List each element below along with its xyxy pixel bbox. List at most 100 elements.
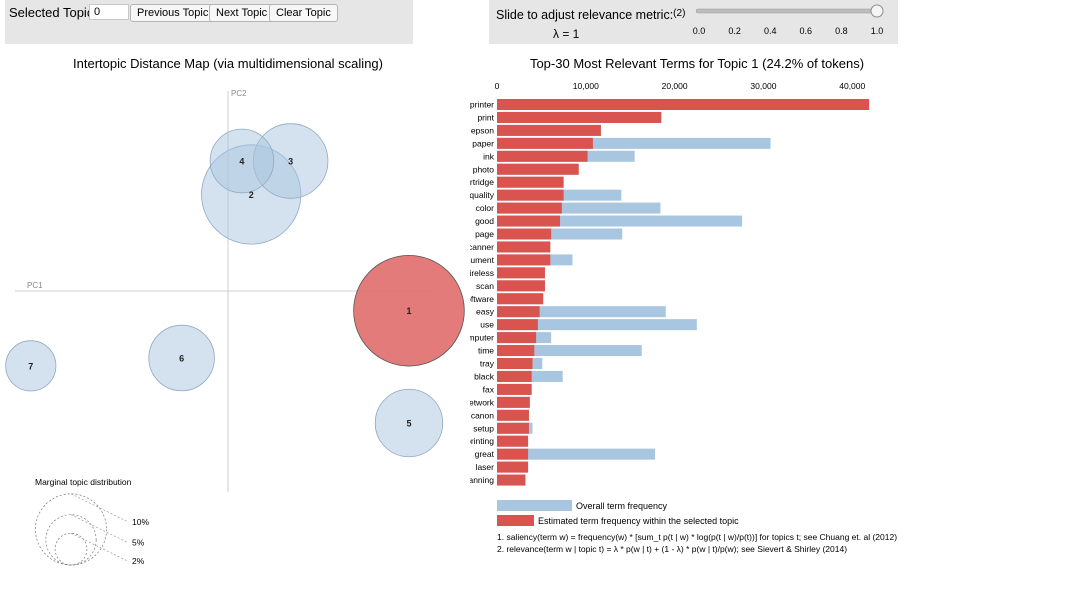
topic-label-5[interactable]: 5 [406,418,411,428]
bar-estimated-setup[interactable] [497,422,529,434]
bar-estimated-good[interactable] [497,215,561,227]
topic-circle-6[interactable] [148,324,215,392]
slider-tick-label: 0.2 [728,26,741,36]
term-label-quality[interactable]: quality [470,190,495,200]
term-label-easy[interactable]: easy [476,307,495,317]
term-label-photo[interactable]: photo [473,164,495,174]
term-label-printer[interactable]: printer [470,100,494,110]
term-label-tray[interactable]: tray [480,359,495,369]
topic-label-1[interactable]: 1 [406,306,411,316]
marginal-legend-leader [70,532,129,562]
topic-label-3[interactable]: 3 [288,156,293,166]
bar-estimated-black[interactable] [497,370,532,382]
bar-overall-good[interactable] [497,215,743,227]
term-label-cartridge[interactable]: cartridge [470,177,494,187]
bar-estimated-scanning[interactable] [497,474,526,486]
slider-tick-label: 0.8 [835,26,848,36]
bar-estimated-photo[interactable] [497,163,579,175]
bar-estimated-tray[interactable] [497,358,533,369]
bar-estimated-great[interactable] [497,448,529,460]
topic-circle-7[interactable] [5,340,57,392]
topic-label-7[interactable]: 7 [28,361,33,371]
bar-estimated-document[interactable] [497,254,551,266]
term-label-scan[interactable]: scan [476,281,494,291]
term-label-print[interactable]: print [477,112,494,122]
bar-estimated-use[interactable] [497,319,538,331]
term-label-epson[interactable]: epson [471,125,494,135]
legend-label-estimated: Estimated term frequency within the sele… [538,516,739,526]
marginal-legend-title: Marginal topic distribution [35,477,132,487]
bar-estimated-canon[interactable] [497,409,529,421]
relevance-slider-panel: Slide to adjust relevance metric:(2) λ =… [489,0,898,44]
topic-circle-4[interactable] [209,128,275,194]
term-label-time[interactable]: time [478,346,494,356]
next-topic-button[interactable]: Next Topic [209,4,275,22]
bar-overall-use[interactable] [497,319,697,331]
bar-estimated-print[interactable] [497,111,662,123]
slider-label: Slide to adjust relevance metric:(2) [496,8,685,22]
bar-estimated-page[interactable] [497,228,552,240]
bar-overall-paper[interactable] [497,137,771,149]
slider-tick-label: 0.4 [764,26,777,36]
term-label-great[interactable]: great [475,449,495,459]
bar-estimated-epson[interactable] [497,124,601,136]
term-label-paper[interactable]: paper [472,138,494,148]
term-label-document[interactable]: document [470,255,495,265]
bar-estimated-printer[interactable] [497,99,870,110]
term-label-canon[interactable]: canon [471,410,494,420]
term-label-software[interactable]: software [470,294,494,304]
marginal-legend-leader [70,493,129,523]
relevant-terms-bar-chart: Top-30 Most Relevant Terms for Topic 1 (… [470,56,897,554]
bar-estimated-time[interactable] [497,345,535,357]
topic-label-4[interactable]: 4 [239,156,244,166]
bar-overall-time[interactable] [497,345,642,357]
term-label-laser[interactable]: laser [476,462,495,472]
slider-thumb[interactable] [870,4,884,18]
bar-estimated-computer[interactable] [497,332,537,344]
term-label-fax[interactable]: fax [483,384,495,394]
bar-estimated-ink[interactable] [497,150,588,162]
topic-label-6[interactable]: 6 [179,353,184,363]
bar-estimated-network[interactable] [497,396,530,408]
bar-estimated-software[interactable] [497,293,544,305]
bar-overall-page[interactable] [497,228,623,240]
topic-circle-1[interactable] [353,254,465,367]
bar-estimated-cartridge[interactable] [497,176,564,188]
term-label-setup[interactable]: setup [473,423,494,433]
term-label-scanner[interactable]: scanner [470,242,494,252]
legend-swatch-overall [497,500,572,511]
marginal-legend-circle [54,532,88,566]
clear-topic-button[interactable]: Clear Topic [269,4,338,22]
term-label-computer[interactable]: computer [470,333,494,343]
slider-tick-label: 0.0 [693,26,706,36]
term-label-scanning[interactable]: scanning [470,475,494,485]
bar-estimated-easy[interactable] [497,306,540,318]
bar-estimated-wireless[interactable] [497,267,545,279]
bar-estimated-paper[interactable] [497,137,593,149]
term-label-page[interactable]: page [475,229,494,239]
bar-estimated-scanner[interactable] [497,241,551,253]
topic-circle-5[interactable] [374,388,444,458]
term-label-color[interactable]: color [476,203,495,213]
topic-label-2[interactable]: 2 [249,190,254,200]
bar-estimated-fax[interactable] [497,383,532,395]
term-label-use[interactable]: use [480,320,494,330]
term-label-ink[interactable]: ink [483,151,495,161]
term-label-black[interactable]: black [474,371,495,381]
bar-estimated-laser[interactable] [497,461,529,473]
relevance-slider[interactable]: 0.0 0.2 0.4 0.6 0.8 1.0 [689,0,889,44]
bar-estimated-scan[interactable] [497,280,545,292]
bar-estimated-quality[interactable] [497,189,564,201]
pc1-axis-label: PC1 [27,281,43,290]
bar-estimated-printing[interactable] [497,435,529,447]
term-label-wireless[interactable]: wireless [470,268,494,278]
bar-overall-great[interactable] [497,448,656,460]
bar-overall-color[interactable] [497,202,661,214]
previous-topic-button[interactable]: Previous Topic [130,4,216,22]
bar-estimated-color[interactable] [497,202,562,214]
selected-topic-input[interactable] [89,4,129,20]
term-label-good[interactable]: good [475,216,494,226]
term-label-network[interactable]: network [470,397,495,407]
bar-overall-easy[interactable] [497,306,666,318]
